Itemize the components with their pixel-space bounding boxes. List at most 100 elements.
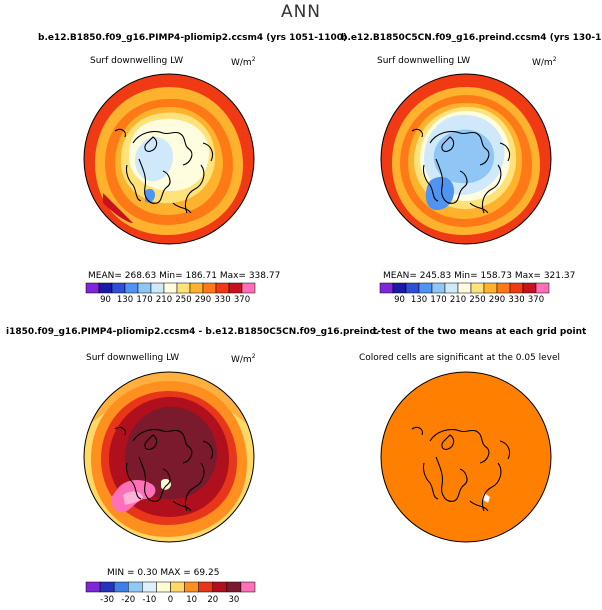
panel3-colorbar-color-box bbox=[184, 581, 199, 593]
panel1-colorbar-color-box bbox=[137, 282, 152, 294]
panel2-cb-label: 290 bbox=[488, 295, 506, 305]
panel1-cb-label: 170 bbox=[136, 295, 153, 305]
panel4-coastlines bbox=[411, 426, 511, 512]
panel2-colorbar-color-box bbox=[496, 282, 511, 294]
panel1-variable-label: Surf downwelling LW bbox=[90, 56, 184, 66]
panel1-colorbar-color-box bbox=[163, 282, 178, 294]
panel2-colorbar-color-box bbox=[405, 282, 420, 294]
panel2-map-border bbox=[380, 73, 552, 245]
panel1-colorbar-color-box bbox=[85, 282, 100, 294]
panel1-colorbar-color-box bbox=[241, 282, 256, 294]
panel3-cb-label: 20 bbox=[207, 595, 219, 605]
panel2-colorbar-color-box bbox=[431, 282, 446, 294]
panel1-cb-label: 130 bbox=[116, 295, 134, 305]
panel3-colorbar-color-box bbox=[128, 581, 143, 593]
panel2-cb-label: 250 bbox=[469, 295, 486, 305]
panel4-note: Colored cells are significant at the 0.0… bbox=[359, 353, 561, 363]
panel3-colorbar-color-box bbox=[198, 581, 213, 593]
panel3-cb-label: 10 bbox=[186, 595, 198, 605]
panel3-colorbar-color-box bbox=[142, 581, 157, 593]
panel1-stats: MEAN= 268.63 Min= 186.71 Max= 338.77 bbox=[88, 271, 281, 281]
panel3-map-border bbox=[83, 371, 255, 543]
panel3-colorbar-color-box bbox=[113, 581, 129, 593]
panel3-colorbar-color-box bbox=[240, 581, 256, 593]
panel1-colorbar-color-box bbox=[176, 282, 191, 294]
panel2-variable-label: Surf downwelling LW bbox=[377, 56, 471, 66]
panel1-cb-label: 250 bbox=[175, 295, 192, 305]
panel3-field-band-orange-edge bbox=[84, 372, 254, 431]
panel1-cb-label: 90 bbox=[100, 295, 111, 305]
panel4-map-border bbox=[380, 371, 552, 543]
panel3-colorbar-color-box bbox=[170, 581, 185, 593]
panel3-field-band-maroon bbox=[124, 406, 218, 500]
panel1-colorbar bbox=[85, 282, 256, 294]
panel2-title: b.e12.B1850C5CN.f09_g16.preind.ccsm4 (yr… bbox=[341, 33, 602, 43]
panel3-colorbar-color-box bbox=[156, 581, 171, 593]
panel3-colorbar-color-box bbox=[226, 581, 242, 593]
panel3-colorbar bbox=[85, 581, 256, 593]
panel4-title: t-test of the two means at each grid poi… bbox=[373, 327, 587, 337]
panel3-variable-label: Surf downwelling LW bbox=[86, 353, 180, 363]
panel1-map-border bbox=[83, 73, 255, 245]
panel2-map bbox=[380, 73, 552, 245]
panel3-units: W/m2 bbox=[231, 353, 256, 365]
panel1-field-band-deepred bbox=[103, 193, 133, 223]
panel2-colorbar-color-box bbox=[392, 282, 407, 294]
panel2-stats: MEAN= 245.83 Min= 158.73 Max= 321.37 bbox=[383, 271, 576, 281]
panel4-map bbox=[380, 371, 552, 543]
panel2-colorbar-color-box bbox=[418, 282, 433, 294]
panel3-map bbox=[83, 371, 255, 543]
panel2-units: W/m2 bbox=[532, 56, 557, 68]
panel2-colorbar-labels: 90 130 170 210 250 290 330 370 bbox=[380, 295, 549, 307]
panel2-colorbar-color-box bbox=[483, 282, 498, 294]
panel2-colorbar-color-box bbox=[379, 282, 394, 294]
panel1-cb-label: 290 bbox=[194, 295, 212, 305]
panel1-colorbar-color-box bbox=[124, 282, 139, 294]
panel2-cb-label: 370 bbox=[527, 295, 545, 305]
panel4-significance-field bbox=[381, 372, 551, 542]
panel1-colorbar-color-box bbox=[150, 282, 165, 294]
panel3-field-band-lightpink bbox=[123, 491, 143, 505]
panel2-colorbar-color-box bbox=[522, 282, 537, 294]
panel1-cb-label: 210 bbox=[155, 295, 173, 305]
panel1-colorbar-color-box bbox=[202, 282, 217, 294]
panel2-colorbar-color-box bbox=[509, 282, 524, 294]
panel1-colorbar-color-box bbox=[189, 282, 204, 294]
panel3-colorbar-color-box bbox=[212, 581, 228, 593]
panel2-colorbar bbox=[379, 282, 550, 294]
panel1-colorbar-color-box bbox=[228, 282, 243, 294]
panel2-colorbar-color-box bbox=[444, 282, 459, 294]
panel1-colorbar-labels: 90 130 170 210 250 290 330 370 bbox=[86, 295, 255, 307]
panel1-cb-label: 370 bbox=[233, 295, 251, 305]
panel3-stats: MIN = 0.30 MAX = 69.25 bbox=[107, 568, 220, 578]
panel1-colorbar-color-box bbox=[111, 282, 126, 294]
panel2-cb-label: 210 bbox=[449, 295, 467, 305]
panel1-units: W/m2 bbox=[231, 56, 256, 68]
panel1-title: b.e12.B1850.f09_g16.PIMP4-pliomip2.ccsm4… bbox=[38, 33, 348, 43]
panel2-colorbar-color-box bbox=[457, 282, 472, 294]
panel3-colorbar-color-box bbox=[99, 581, 115, 593]
panel2-coastlines bbox=[411, 128, 511, 214]
panel2-cb-label: 170 bbox=[430, 295, 447, 305]
panel3-cb-label: -30 bbox=[100, 595, 115, 605]
panel3-cb-label: -10 bbox=[142, 595, 157, 605]
panel3-coastlines bbox=[114, 426, 214, 512]
panel2-colorbar-color-box bbox=[470, 282, 485, 294]
panel2-colorbar-color-box bbox=[535, 282, 550, 294]
panel1-map bbox=[83, 73, 255, 245]
panel2-field-band-lightblue bbox=[433, 129, 495, 184]
panel2-cb-label: 330 bbox=[508, 295, 525, 305]
panel3-field-band-cream bbox=[161, 478, 171, 490]
panel2-cb-label: 90 bbox=[394, 295, 405, 305]
panel1-coastlines bbox=[114, 128, 214, 214]
panel3-cb-label: 0 bbox=[167, 595, 174, 605]
panel3-colorbar-labels: -30 -20 -10 0 10 20 30 bbox=[86, 595, 255, 607]
panel1-cb-label: 330 bbox=[214, 295, 231, 305]
panel3-title: i1850.f09_g16.PIMP4-pliomip2.ccsm4 - b.e… bbox=[6, 327, 380, 337]
panel3-colorbar-color-box bbox=[85, 581, 101, 593]
panel2-cb-label: 130 bbox=[410, 295, 428, 305]
panel3-cb-label: 30 bbox=[228, 595, 240, 605]
figure-title: ANN bbox=[280, 2, 322, 22]
panel1-colorbar-color-box bbox=[215, 282, 230, 294]
panel1-colorbar-color-box bbox=[98, 282, 113, 294]
